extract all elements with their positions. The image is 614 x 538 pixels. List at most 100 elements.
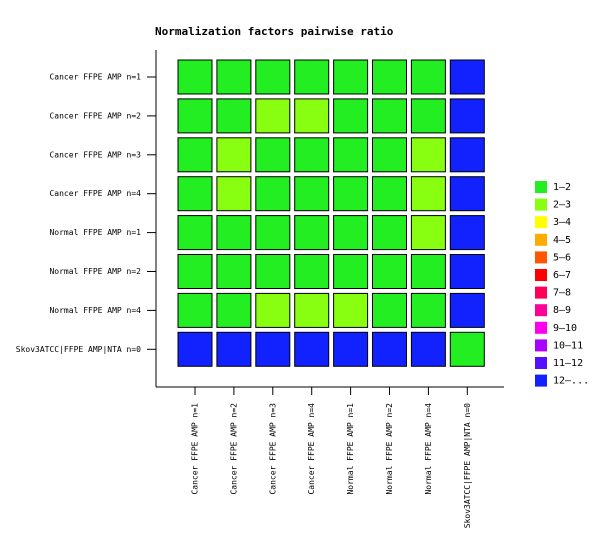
cell [177, 215, 213, 251]
row-label: Cancer FFPE AMP n=4 [49, 189, 141, 198]
cell [372, 292, 407, 328]
cell [216, 215, 252, 251]
cell [216, 292, 252, 328]
legend-swatch [535, 304, 547, 317]
legend-label: 8–9 [553, 305, 571, 316]
cell [294, 98, 330, 134]
cell [333, 215, 369, 251]
cell [177, 331, 213, 367]
cell [449, 137, 485, 173]
legend-swatch [535, 181, 547, 193]
cell [294, 176, 330, 212]
column-label: Cancer FFPE AMP n=3 [268, 403, 277, 495]
cell [294, 254, 330, 289]
cell [255, 137, 291, 173]
legend-label: 1–2 [553, 182, 571, 193]
cell [333, 176, 369, 212]
cell [294, 331, 330, 367]
cell [372, 331, 407, 367]
legend-label: 6–7 [553, 270, 571, 281]
cell [177, 254, 213, 289]
column-label: Normal FFPE AMP n=1 [346, 403, 355, 495]
column-label: Normal FFPE AMP n=2 [385, 403, 394, 495]
cell [255, 176, 291, 212]
cell [216, 331, 252, 367]
legend-swatch [535, 269, 547, 281]
cell [372, 254, 407, 289]
cell [449, 292, 485, 328]
legend-label: 4–5 [553, 235, 571, 246]
cell [255, 292, 291, 328]
legend-swatch [535, 339, 547, 352]
cell [372, 59, 407, 95]
legend-swatch [535, 233, 547, 246]
cell [333, 59, 369, 95]
cell [294, 292, 330, 328]
legend-label: 7–8 [553, 288, 571, 299]
cell [255, 254, 291, 289]
cell [177, 176, 213, 212]
cell [255, 59, 291, 95]
row-label: Normal FFPE AMP n=2 [49, 267, 141, 276]
row-label: Cancer FFPE AMP n=3 [49, 150, 141, 159]
cell [177, 98, 213, 134]
cell [216, 59, 252, 95]
legend-label: 11–12 [553, 358, 583, 369]
row-label: Normal FFPE AMP n=4 [49, 306, 141, 315]
legend-label: 12–... [553, 376, 589, 387]
cell [372, 215, 407, 251]
cell [449, 176, 485, 212]
cell [255, 98, 291, 134]
row-label: Cancer FFPE AMP n=2 [49, 111, 141, 120]
cell [255, 215, 291, 251]
cell [216, 254, 252, 289]
legend-label: 2–3 [553, 200, 571, 211]
cell [449, 98, 485, 134]
legend-swatch [535, 357, 547, 369]
cell [333, 137, 369, 173]
cell [410, 292, 446, 328]
row-label: Cancer FFPE AMP n=1 [49, 73, 141, 82]
cell [216, 98, 252, 134]
cell [216, 137, 252, 173]
cell [372, 137, 407, 173]
legend-swatch [535, 321, 547, 334]
column-label: Normal FFPE AMP n=4 [424, 403, 433, 495]
column-label: Cancer FFPE AMP n=4 [307, 403, 316, 495]
cell [449, 331, 485, 367]
column-label: Cancer FFPE AMP n=2 [229, 403, 238, 495]
legend-swatch [535, 374, 547, 387]
cell [372, 98, 407, 134]
legend-swatch [535, 198, 547, 211]
cell [410, 59, 446, 95]
legend-label: 3–4 [553, 217, 571, 228]
cell [410, 215, 446, 251]
cell [333, 254, 369, 289]
cell [255, 331, 291, 367]
legend-label: 5–6 [553, 252, 571, 263]
cell [410, 98, 446, 134]
cell [216, 176, 252, 212]
legend-label: 9–10 [553, 323, 577, 334]
legend-swatch [535, 286, 547, 299]
cell [294, 59, 330, 95]
legend-swatch [535, 216, 547, 229]
column-label: Cancer FFPE AMP n=1 [191, 403, 200, 495]
cell [294, 215, 330, 251]
cell [177, 59, 213, 95]
cell [372, 176, 407, 212]
row-label: Skov3ATCC|FFPE AMP|NTA n=0 [16, 345, 141, 354]
row-label: Normal FFPE AMP n=1 [49, 228, 141, 237]
legend-swatch [535, 251, 547, 264]
cell [294, 137, 330, 173]
cell [449, 254, 485, 289]
cell [333, 292, 369, 328]
cell [410, 254, 446, 289]
legend-label: 10–11 [553, 340, 583, 351]
cell [333, 331, 369, 367]
chart-title: Normalization factors pairwise ratio [155, 25, 394, 38]
cell [177, 137, 213, 173]
cell [333, 98, 369, 134]
column-label: Skov3ATCC|FFPE AMP|NTA n=0 [463, 403, 472, 528]
